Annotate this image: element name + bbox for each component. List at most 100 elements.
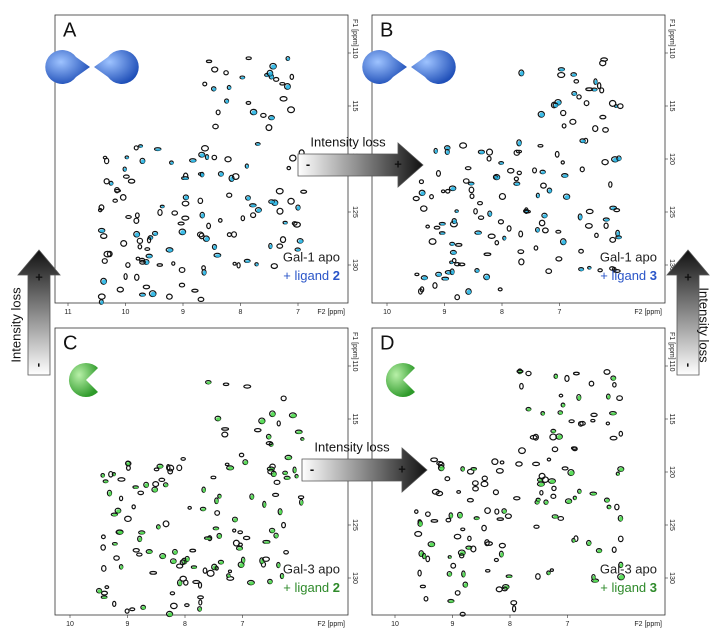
x-tick-label: 10 [391, 621, 399, 628]
peak [289, 73, 295, 80]
peak-overlay [436, 273, 442, 277]
peak-overlay [616, 236, 622, 239]
peak [419, 584, 426, 589]
peak-overlay [450, 186, 456, 191]
peak [266, 69, 274, 77]
peak [250, 212, 257, 219]
peak [205, 59, 213, 64]
peak [576, 94, 582, 100]
peak-overlay [562, 403, 565, 408]
peak [430, 519, 439, 523]
peak [276, 207, 284, 215]
peak-overlay [227, 466, 234, 470]
peak [179, 575, 187, 582]
peak-overlay [268, 71, 273, 76]
peak-overlay [469, 182, 474, 186]
peak [102, 155, 108, 160]
peak [611, 546, 617, 553]
peak [572, 371, 580, 376]
peak-overlay [101, 279, 107, 285]
peak [424, 511, 431, 517]
protein-label: Gal-3 apo [600, 561, 657, 576]
peak-overlay [205, 537, 211, 540]
peak [165, 293, 173, 300]
peak-overlay [464, 583, 468, 588]
peak-overlay [139, 531, 145, 535]
peak-overlay [192, 566, 197, 569]
peak [501, 508, 507, 514]
peak [97, 293, 106, 300]
peak-overlay [542, 214, 548, 218]
peak [560, 109, 567, 117]
peak-overlay [475, 517, 480, 520]
peak-overlay [201, 508, 206, 511]
peak [535, 573, 541, 580]
peak [515, 461, 523, 467]
peak-overlay [99, 229, 105, 233]
peak-overlay [138, 537, 142, 542]
x-axis-label: F2 [ppm] [634, 621, 662, 628]
peak [169, 591, 176, 596]
y-tick-label: 115 [351, 100, 358, 111]
peak-overlay [269, 200, 275, 204]
arrow [17, 249, 61, 376]
y-tick-label: 115 [351, 413, 358, 424]
peak-overlay [591, 492, 597, 496]
peak [183, 579, 189, 586]
peak [597, 268, 603, 273]
peak [570, 446, 578, 450]
peak [609, 236, 617, 243]
ligand-prefix: + ligand [283, 580, 333, 595]
peak [573, 79, 580, 84]
y-tick-label: 115 [668, 100, 675, 111]
peak [498, 542, 506, 549]
peak-overlay [572, 73, 577, 77]
peak [249, 108, 258, 116]
peak-overlay [116, 509, 121, 513]
logo-shape [385, 363, 415, 397]
peak [612, 382, 617, 388]
peak [513, 149, 521, 156]
peak [148, 290, 157, 298]
peak-overlay [558, 411, 563, 415]
peak [614, 503, 620, 511]
peak [569, 118, 577, 125]
peak-overlay [293, 468, 297, 473]
peak-overlay [214, 527, 219, 530]
y-axis-label: F1 [ppm] [668, 332, 675, 360]
logo-shape [68, 363, 98, 397]
peak [182, 194, 190, 201]
peak [98, 204, 105, 211]
logo-shape [411, 50, 456, 84]
ligand-prefix: + ligand [283, 268, 333, 283]
peak [165, 610, 174, 618]
peak-overlay [541, 171, 546, 174]
peak-overlay [215, 254, 221, 258]
peak-overlay [206, 155, 209, 160]
peak-overlay [161, 205, 165, 208]
peak-overlay [269, 244, 273, 249]
peak-overlay [443, 278, 449, 281]
peak [549, 568, 555, 573]
peak [139, 259, 146, 265]
peak [279, 236, 287, 244]
peak [483, 252, 492, 257]
peak [192, 579, 201, 585]
peak [525, 370, 532, 377]
peak [418, 189, 426, 197]
peak [232, 528, 237, 533]
peak-overlay [296, 430, 302, 434]
peak [578, 248, 584, 254]
peak [227, 569, 233, 574]
peak [283, 83, 291, 90]
peak-overlay [553, 515, 558, 519]
peak-overlay [248, 581, 255, 585]
peak [287, 197, 295, 205]
panel-letter: A [63, 19, 77, 41]
peak [159, 552, 167, 560]
peak [560, 160, 565, 165]
peak-overlay [587, 541, 591, 546]
peak [215, 109, 221, 116]
peak [541, 227, 549, 234]
peak [217, 171, 224, 177]
